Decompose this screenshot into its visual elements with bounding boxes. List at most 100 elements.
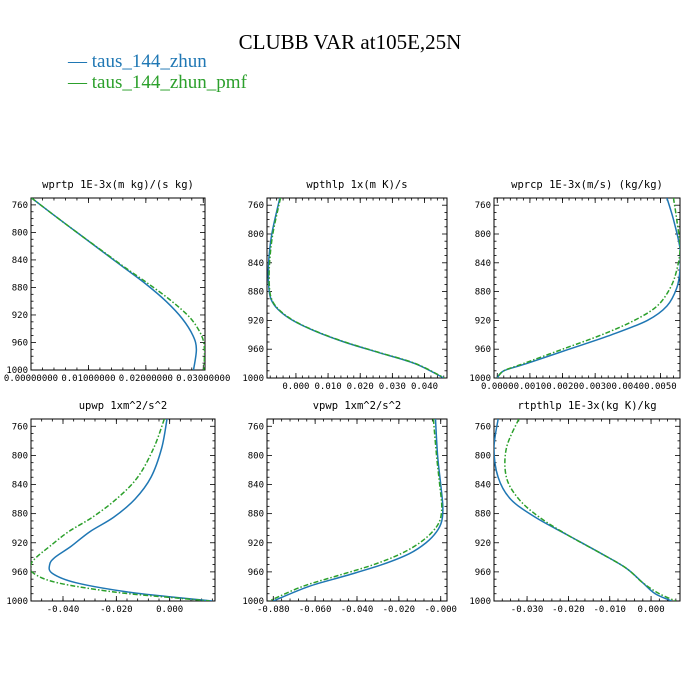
x-tick-label: 0.020 <box>347 382 374 392</box>
series-line-2 <box>504 419 677 601</box>
x-tick-label: -0.010 <box>593 605 626 615</box>
x-tick-label: 0.010 <box>315 382 342 392</box>
x-tick-label: 0.000 <box>282 382 309 392</box>
series-line-1 <box>31 198 198 370</box>
chart-panel-5: vpwp 1xm^2/s^27608008408809209601000-0.0… <box>242 400 457 615</box>
chart-panel-2: wpthlp 1x(m K)/s 760 800 840 880 920 960 1000 0.… <box>242 179 448 392</box>
x-tick-label: -0.020 <box>552 605 585 615</box>
x-tick-label: 0.000 <box>156 605 183 615</box>
y-tick-label: 880 <box>475 510 491 520</box>
y-tick-label: 880 <box>248 510 264 520</box>
chart-panel-3: wprcp 1E-3x(m/s) (kg/kg) 760 800 840 880 920 9… <box>469 179 681 392</box>
x-tick-label: 0.0030 <box>579 382 612 392</box>
legend-entry-1: — taus_144_zhun <box>68 51 207 73</box>
x-tick-label: -0.060 <box>299 605 332 615</box>
y-tick-label: 800 <box>475 451 491 461</box>
x-tick-label: 0.0000 <box>481 382 514 392</box>
x-tick-label: 0.000 <box>638 605 665 615</box>
x-tick-label: -0.080 <box>257 605 290 615</box>
legend-label: taus_144_zhun <box>91 51 207 72</box>
y-tick-label: 840 <box>475 481 491 491</box>
x-tick-label: -0.000 <box>424 605 457 615</box>
legend-entry-2: — taus_144_zhun_pmf <box>68 72 247 94</box>
plot-frame <box>493 418 681 602</box>
legend-line-icon: — <box>68 72 87 93</box>
y-tick-label: 1000 <box>6 366 28 376</box>
y-tick-label: 1000 <box>469 374 491 384</box>
series-line-1 <box>272 419 444 601</box>
y-tick-label: 960 <box>248 345 264 355</box>
plot-frame <box>493 197 681 379</box>
x-tick-label: 0.0010 <box>514 382 547 392</box>
chart-panel-4: upwp 1xm^2/s^2 760 800 840 880 920 960 1000 -0.0… <box>6 400 216 615</box>
y-tick-label: 760 <box>475 201 491 211</box>
y-tick-label: 800 <box>12 228 28 238</box>
series-line-1 <box>48 419 213 601</box>
panel-title: rtpthlp 1E-3x(kg K)/kg <box>517 400 656 412</box>
y-tick-label: 840 <box>475 259 491 269</box>
x-tick-label: 0.0020 <box>546 382 579 392</box>
y-tick-label: 1000 <box>469 597 491 607</box>
y-tick-label: 880 <box>12 283 28 293</box>
y-tick-label: 1000 <box>242 597 264 607</box>
x-tick-label: -0.020 <box>383 605 416 615</box>
series-line-2 <box>31 198 205 370</box>
x-tick-label: 0.03000000 <box>176 374 230 384</box>
series-line-1 <box>267 198 445 378</box>
x-tick-label: -0.020 <box>100 605 133 615</box>
series-line-1 <box>496 198 680 378</box>
legend-line-icon: — <box>68 51 87 72</box>
chart-panel-6: rtpthlp 1E-3x(kg K)/kg 760 800 840 880 920 960… <box>469 400 681 615</box>
y-tick-label: 760 <box>248 422 264 432</box>
panel-title: wpthlp 1x(m K)/s <box>306 179 407 191</box>
panel-title: vpwp 1xm^2/s^2 <box>313 400 402 412</box>
y-tick-label: 920 <box>248 539 264 549</box>
y-tick-label: 880 <box>248 288 264 298</box>
x-tick-label: 0.040 <box>411 382 438 392</box>
series-line-2 <box>31 419 210 601</box>
panel-title: wprcp 1E-3x(m/s) (kg/kg) <box>511 179 663 191</box>
y-tick-label: 1000 <box>242 374 264 384</box>
y-tick-label: 760 <box>248 201 264 211</box>
x-tick-label: -0.040 <box>47 605 80 615</box>
series-line-2 <box>268 419 443 601</box>
y-tick-label: 880 <box>475 288 491 298</box>
y-tick-label: 800 <box>248 451 264 461</box>
y-tick-label: 840 <box>12 256 28 266</box>
y-tick-label: 960 <box>248 568 264 578</box>
series-line-1 <box>494 419 673 601</box>
x-tick-label: 0.00000000 <box>4 374 58 384</box>
x-tick-label: 0.030 <box>379 382 406 392</box>
y-tick-label: 960 <box>475 345 491 355</box>
plot-frame <box>30 418 216 602</box>
figure-title: CLUBB VAR at105E,25N <box>238 30 462 54</box>
y-tick-label: 800 <box>248 230 264 240</box>
x-tick-label: -0.030 <box>511 605 544 615</box>
y-tick-label: 920 <box>12 539 28 549</box>
y-tick-label: 960 <box>12 568 28 578</box>
y-tick-label: 960 <box>475 568 491 578</box>
y-tick-label: 800 <box>475 230 491 240</box>
series-line-2 <box>268 198 445 378</box>
y-tick-label: 840 <box>12 481 28 491</box>
x-tick-label: -0.040 <box>341 605 374 615</box>
panel-title: upwp 1xm^2/s^2 <box>79 400 168 412</box>
plot-frame <box>266 418 448 602</box>
plot-frame <box>266 197 448 379</box>
y-tick-label: 760 <box>12 201 28 211</box>
y-tick-label: 1000 <box>6 597 28 607</box>
y-tick-label: 960 <box>12 338 28 348</box>
x-tick-label: 0.0040 <box>612 382 645 392</box>
plot-frame <box>30 197 206 371</box>
y-tick-label: 920 <box>475 539 491 549</box>
panel-title: wprtp 1E-3x(m kg)/(s kg) <box>42 179 194 191</box>
y-tick-label: 920 <box>248 316 264 326</box>
x-tick-label: 0.01000000 <box>61 374 115 384</box>
x-tick-label: 0.0050 <box>644 382 677 392</box>
y-tick-label: 800 <box>12 451 28 461</box>
y-tick-label: 760 <box>12 422 28 432</box>
y-tick-label: 840 <box>248 481 264 491</box>
y-tick-label: 760 <box>475 422 491 432</box>
x-tick-label: 0.02000000 <box>119 374 173 384</box>
